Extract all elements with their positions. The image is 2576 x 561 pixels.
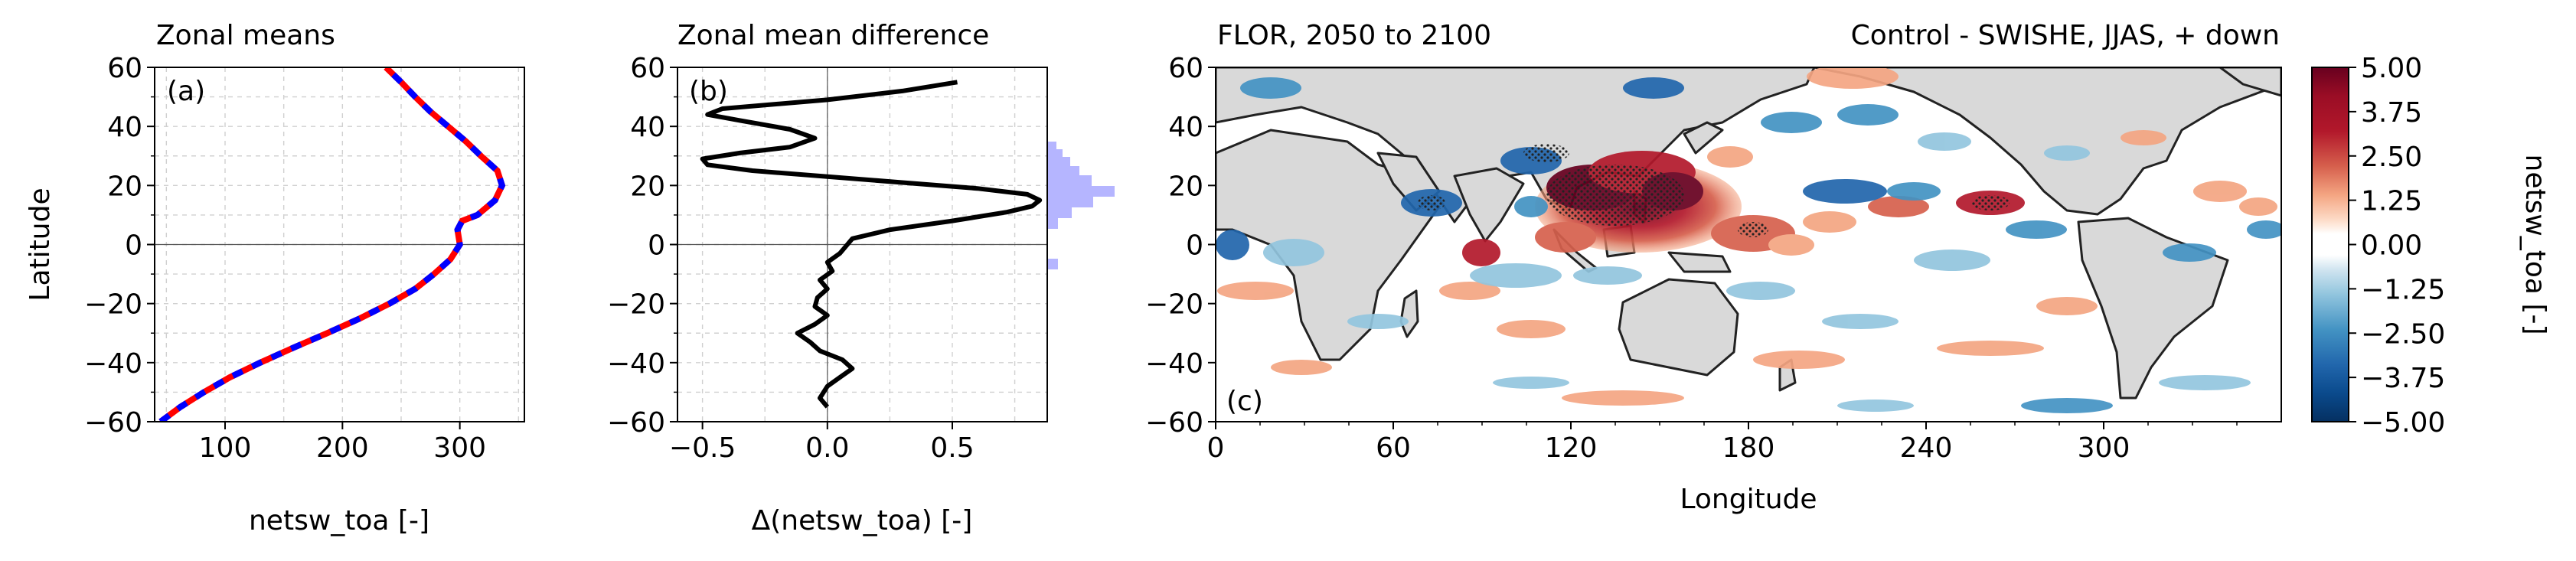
colorbar-tick-label: −5.00 [2361,407,2445,439]
x-tick-label: −0.5 [669,432,736,464]
panel-a-xlabel: netsw_toa [-] [249,505,429,537]
y-tick-label: −40 [1145,348,1203,380]
x-tick-label: 300 [2078,432,2130,464]
panel-c-title-right: Control - SWISHE, JJAS, + down [1851,20,2280,51]
y-tick-label: −60 [84,407,142,439]
colorbar-tick-label: −2.50 [2361,318,2445,350]
y-tick-label: 40 [630,112,665,143]
significance-stipple [1418,144,2010,237]
land-newguinea [1667,251,1732,273]
land-japan [1683,121,1724,155]
y-tick-label: −20 [84,289,142,321]
y-tick-label: −40 [607,348,665,380]
y-tick-label: −20 [607,289,665,321]
panel-c-ticks: 0 60 120 180 240 300 −60 −40 −20 0 20 40 60 [1145,53,2238,464]
y-tick-label: 20 [1168,171,1203,202]
y-tick-label: 60 [1168,53,1203,84]
colorbar-tick-label: −1.25 [2361,274,2445,305]
x-tick-label: 0.5 [930,432,974,464]
land-india [1453,167,1525,243]
panel-a-ylabel: Latitude [24,188,56,301]
panel-a-title: Zonal means [156,20,335,51]
x-tick-label: 120 [1545,432,1598,464]
y-tick-label: 20 [630,171,665,202]
panel-b: −0.5 0.0 0.5 −60 −40 −20 0 20 40 60 Zonal mean di… [607,20,1115,537]
y-tick-label: −20 [1145,289,1203,321]
land-africa [1216,129,1441,361]
land-australia [1618,278,1739,377]
panel-b-title: Zonal mean difference [677,20,989,51]
colorbar-tick-label: 0.00 [2361,230,2422,262]
y-tick-label: 0 [648,230,665,262]
y-tick-label: 60 [630,53,665,84]
colorbar-tick-label: 2.50 [2361,142,2422,173]
land-greenland [2218,67,2281,97]
colorbar-tick-label: 5.00 [2361,53,2422,84]
x-tick-label: 200 [316,432,369,464]
land-mass [1216,67,2281,400]
y-tick-label: −60 [607,407,665,439]
panel-c: 0 60 120 180 240 300 −60 −40 −20 0 20 40 60 FLOR, 20… [1145,20,2282,515]
land-south-america [2077,217,2229,400]
anomaly-blue [1216,77,2281,413]
x-tick-label: 240 [1900,432,1953,464]
panel-a-label: (a) [167,76,205,107]
colorbar: 5.00 3.75 2.50 1.25 0.00 −1.25 −2.50 −3.75 −5.00… [2311,53,2551,439]
y-tick-label: 20 [107,171,142,202]
colorbar-tick-label: −3.75 [2361,363,2445,394]
x-tick-label: 0 [1207,432,1225,464]
panel-a-series-red-line [158,67,506,422]
x-tick-label: 0.0 [805,432,849,464]
panel-b-series-line [700,80,1043,409]
x-tick-label: 60 [1376,432,1411,464]
land-north-america [1813,67,2281,216]
x-tick-label: 100 [199,432,252,464]
y-tick-label: 40 [1168,112,1203,143]
y-tick-label: −40 [84,348,142,380]
panel-c-label: (c) [1226,386,1263,417]
panel-b-xlabel: Δ(netsw_toa) [-] [752,505,973,537]
y-tick-label: 0 [1186,230,1203,262]
colorbar-label: netsw_toa [-] [2519,154,2551,334]
panel-a-ticks: 100 200 300 −60 −40 −20 0 20 40 60 [84,53,486,464]
colorbar-tick-label: 1.25 [2361,186,2422,217]
colorbar-ticks: 5.00 3.75 2.50 1.25 0.00 −1.25 −2.50 −3.75 −5.00 [2349,53,2445,439]
y-tick-label: 60 [107,53,142,84]
map-field [1216,67,2281,413]
panel-b-label: (b) [689,76,728,107]
panel-b-ticks: −0.5 0.0 0.5 −60 −40 −20 0 20 40 60 [607,53,975,464]
x-tick-label: 180 [1722,432,1775,464]
y-tick-label: 0 [125,230,142,262]
panel-c-title: FLOR, 2050 to 2100 [1217,20,1491,51]
colorbar-tick-label: 3.75 [2361,97,2422,129]
y-tick-label: −60 [1145,407,1203,439]
y-tick-label: 40 [107,112,142,143]
x-tick-label: 300 [433,432,486,464]
panel-c-xlabel: Longitude [1680,484,1817,515]
panel-a: 100 200 300 −60 −40 −20 0 20 40 60 Zonal means (a… [24,20,525,537]
panel-b-histogram [1047,142,1115,269]
colorbar-bar [2311,67,2349,422]
